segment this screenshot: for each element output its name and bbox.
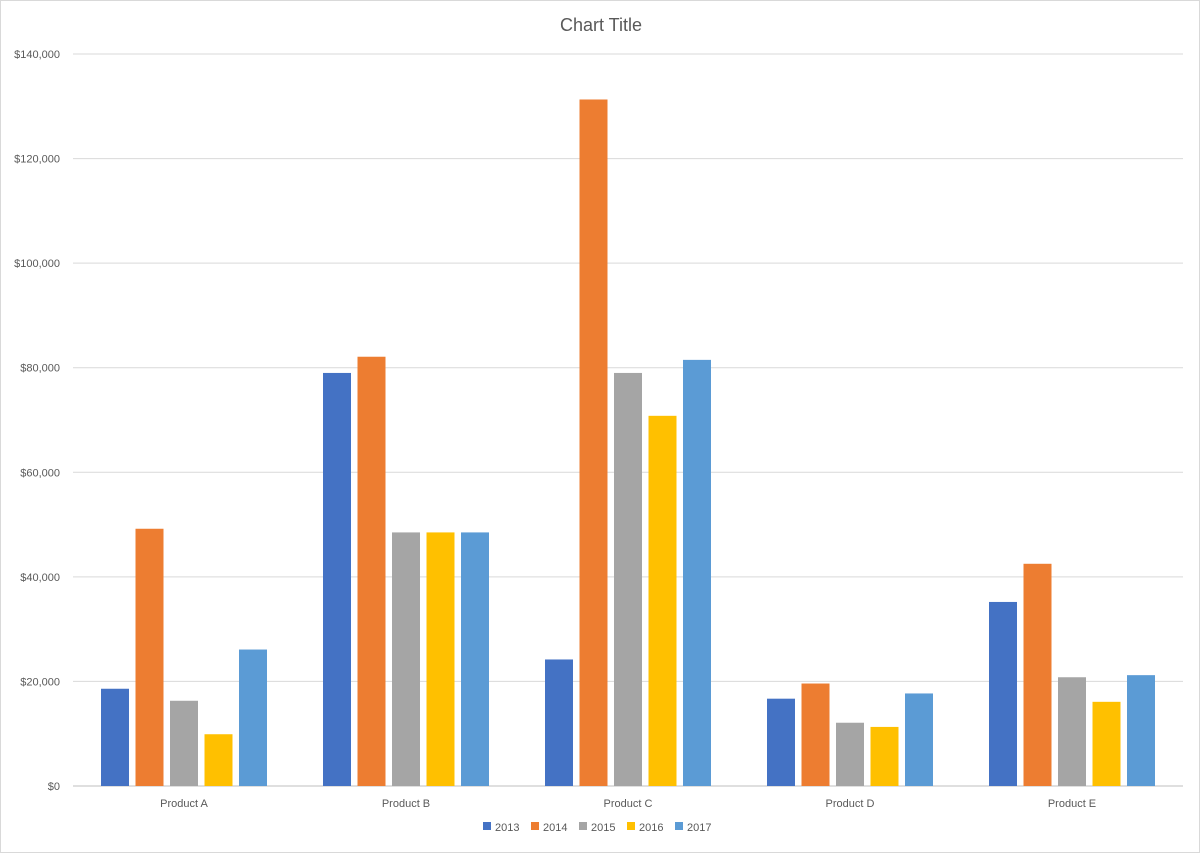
legend-swatch-2015 (579, 822, 587, 830)
y-tick-label: $120,000 (14, 154, 60, 166)
y-tick-label: $20,000 (20, 676, 60, 688)
bar-2016-product-d[interactable] (870, 726, 899, 786)
bar-2014-product-d[interactable] (801, 683, 830, 786)
legend-label: 2013 (495, 822, 519, 834)
bar-2016-product-b[interactable] (426, 532, 455, 786)
x-category-label: Product E (1048, 798, 1096, 810)
bar-2015-product-c[interactable] (614, 372, 642, 786)
bar-2016-product-c[interactable] (648, 415, 677, 786)
legend-swatch-2016 (627, 822, 635, 830)
bar-2014-product-e[interactable] (1023, 563, 1052, 786)
bar-2014-product-b[interactable] (357, 356, 386, 786)
bar-2015-product-d[interactable] (836, 722, 864, 786)
bar-2013-product-d[interactable] (767, 698, 795, 786)
bar-2013-product-c[interactable] (545, 659, 573, 786)
x-category-label: Product C (604, 798, 653, 810)
bar-2017-product-e[interactable] (1127, 675, 1155, 786)
legend-label: 2014 (543, 822, 567, 834)
bar-2017-product-a[interactable] (239, 649, 267, 786)
legend[interactable]: 2013 2014 2015 2016 2017 (483, 822, 711, 834)
legend-label: 2017 (687, 822, 711, 834)
x-category-label: Product A (160, 798, 208, 810)
legend-label: 2016 (639, 822, 663, 834)
bar-2013-product-e[interactable] (989, 601, 1017, 786)
bar-2017-product-c[interactable] (683, 359, 711, 786)
bar-2015-product-b[interactable] (392, 532, 420, 786)
bar-2016-product-e[interactable] (1092, 701, 1121, 786)
bar-2017-product-d[interactable] (905, 693, 933, 786)
bar-2015-product-e[interactable] (1058, 677, 1086, 786)
bar-2014-product-c[interactable] (579, 99, 608, 786)
y-tick-label: $40,000 (20, 572, 60, 584)
y-tick-label: $0 (48, 781, 60, 793)
legend-label: 2015 (591, 822, 615, 834)
x-axis-category-labels: Product A Product B Product C Product D Prod… (160, 798, 1096, 810)
y-tick-label: $140,000 (14, 49, 60, 61)
y-axis-tick-labels: $0 $20,000 $40,000 $60,000 $80,000 $100,000 $1… (14, 49, 60, 793)
bar-2015-product-a[interactable] (170, 700, 198, 786)
bar-2013-product-a[interactable] (101, 688, 129, 786)
y-tick-label: $80,000 (20, 363, 60, 375)
bars (101, 99, 1155, 786)
legend-swatch-2014 (531, 822, 539, 830)
bar-2013-product-b[interactable] (323, 372, 351, 786)
x-category-label: Product B (382, 798, 430, 810)
legend-swatch-2013 (483, 822, 491, 830)
chart-title[interactable]: Chart Title (560, 15, 642, 35)
legend-swatch-2017 (675, 822, 683, 830)
y-tick-label: $100,000 (14, 258, 60, 270)
bar-2017-product-b[interactable] (461, 532, 489, 786)
y-tick-label: $60,000 (20, 467, 60, 479)
x-category-label: Product D (826, 798, 875, 810)
bar-2016-product-a[interactable] (204, 734, 233, 786)
bar-2014-product-a[interactable] (135, 528, 164, 786)
